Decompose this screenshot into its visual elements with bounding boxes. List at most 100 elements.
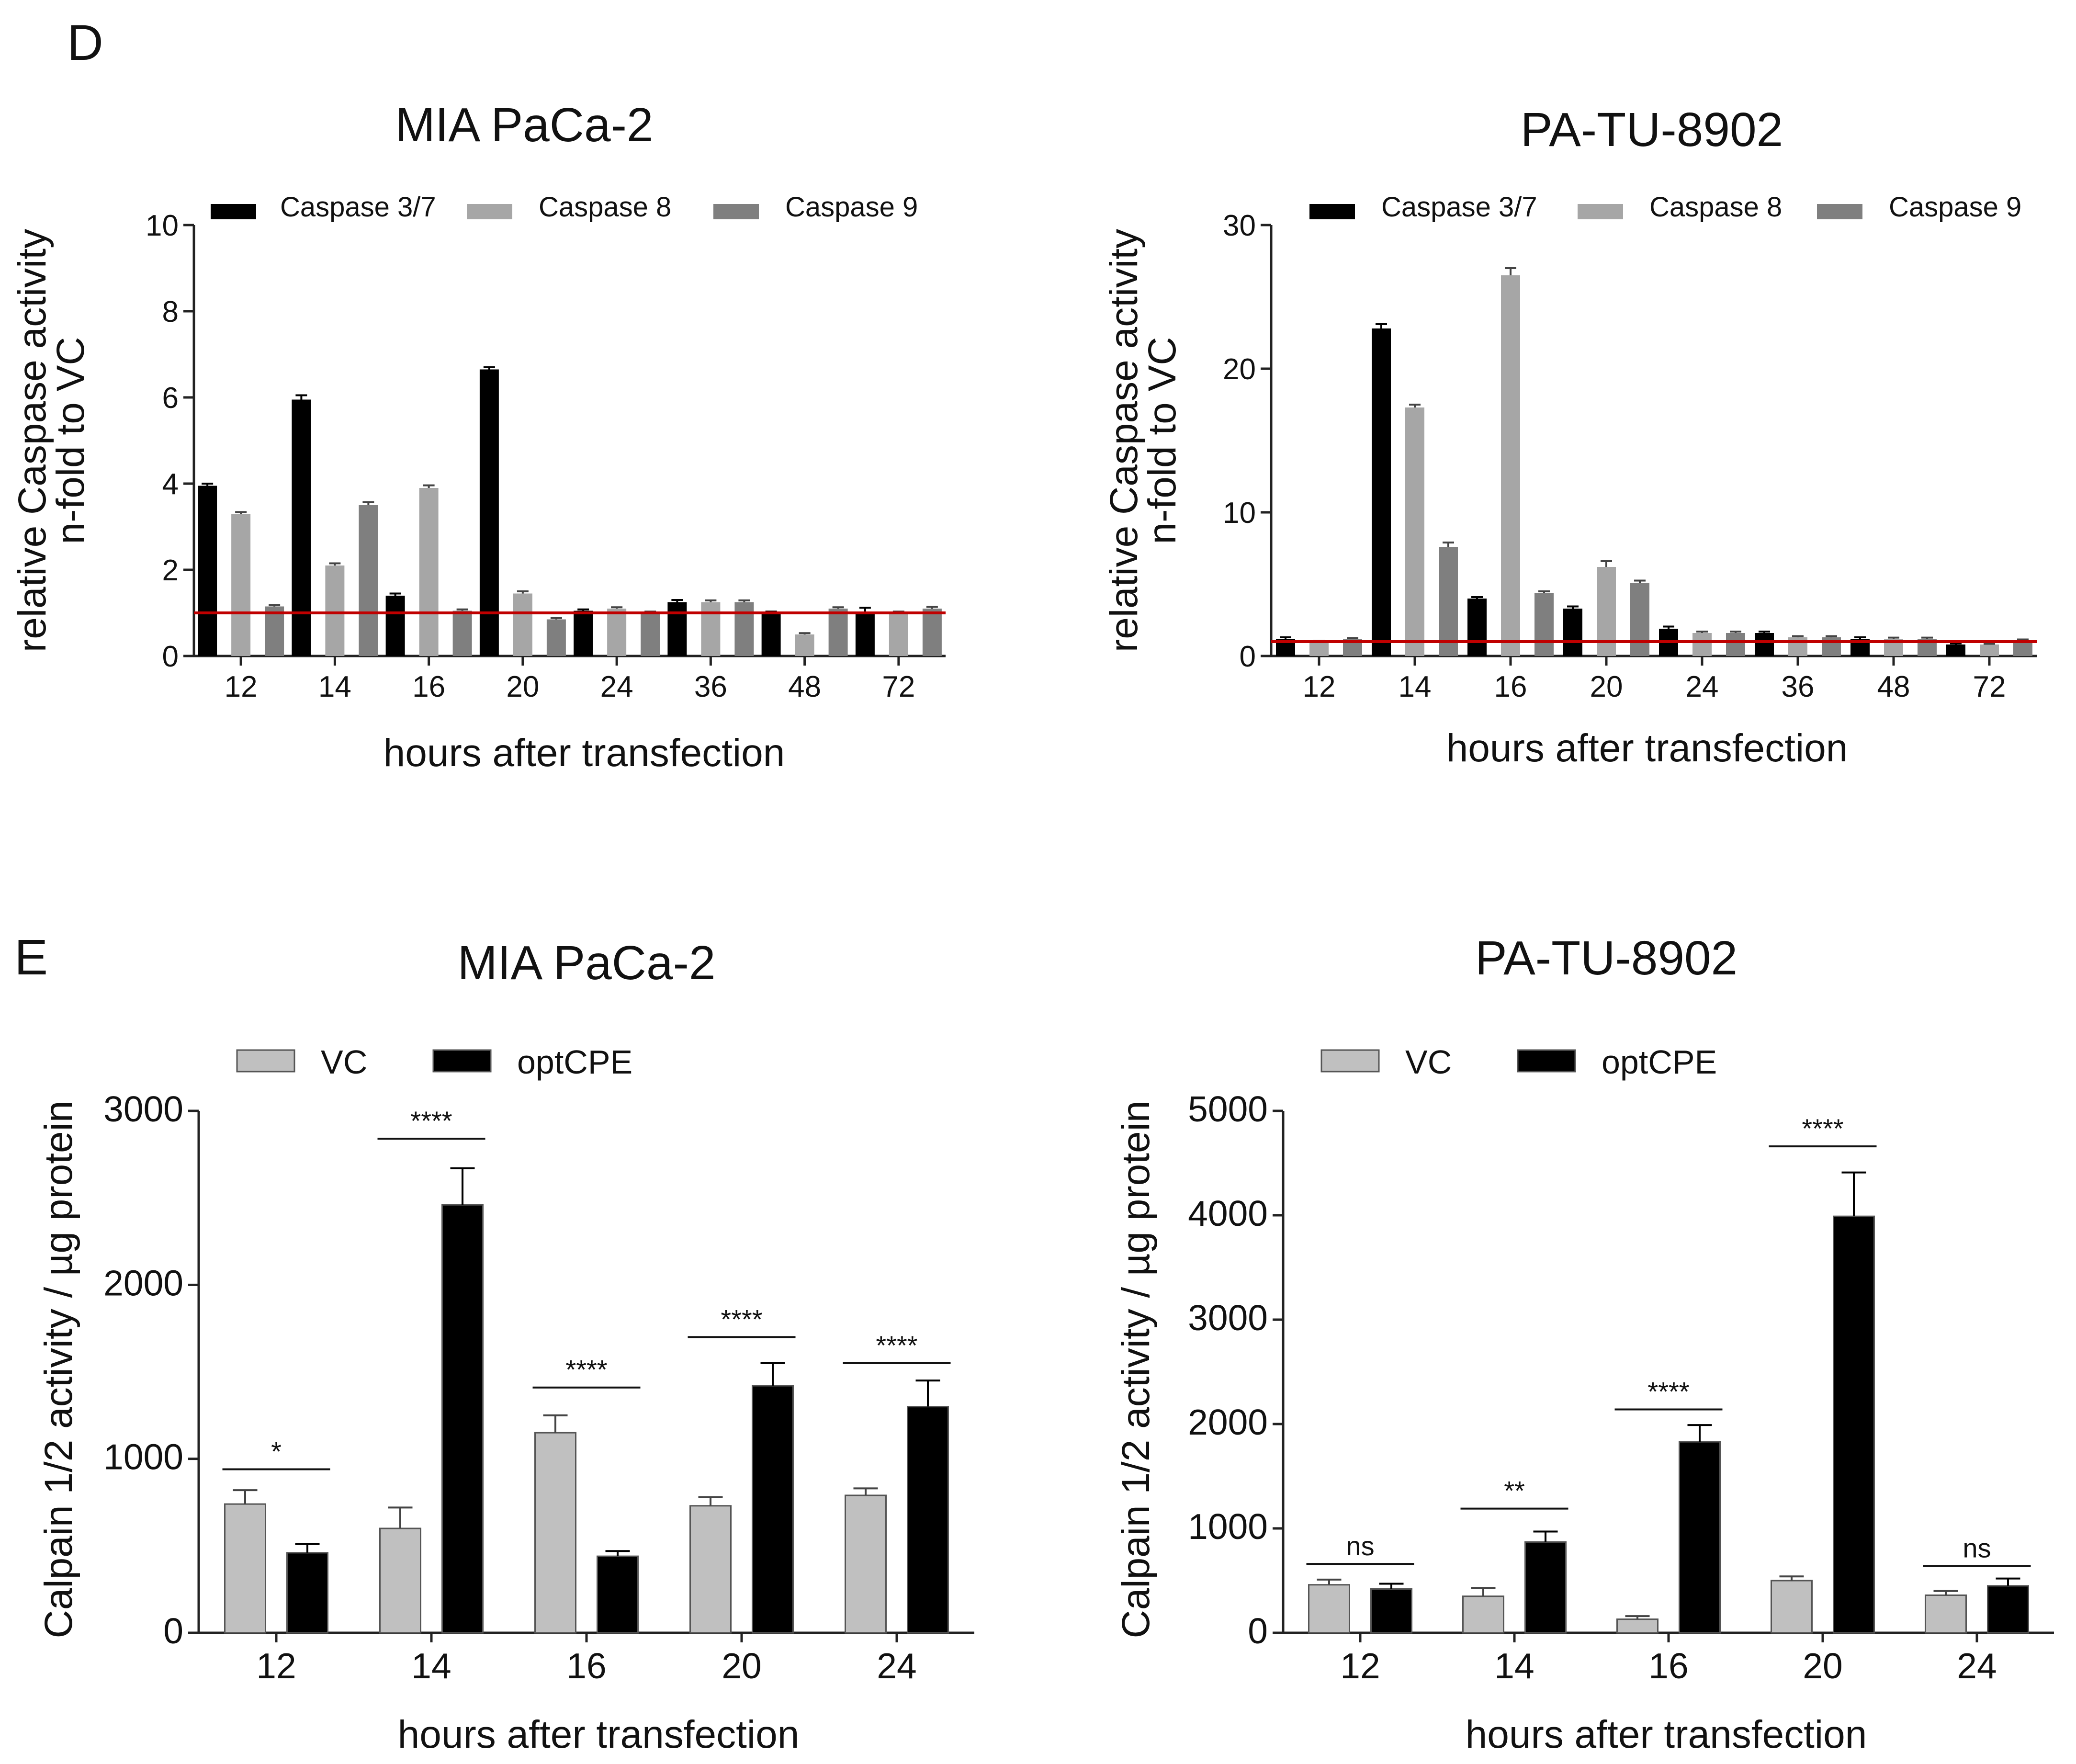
bar <box>1309 642 1329 656</box>
significance-label: **** <box>876 1330 917 1360</box>
x-tick-label: 72 <box>1973 670 2006 703</box>
y-tick-label: 1000 <box>1188 1506 1268 1547</box>
legend-label: VC <box>321 1043 367 1081</box>
bar <box>574 611 593 656</box>
bar <box>1616 1618 1659 1634</box>
bar <box>1833 1215 1875 1634</box>
significance-label: ns <box>1963 1533 1991 1563</box>
bar <box>1726 633 1745 656</box>
legend-swatch <box>432 1049 492 1073</box>
bar <box>1370 1588 1412 1634</box>
bar <box>224 1503 266 1634</box>
x-axis-title: hours after transfection <box>384 731 785 775</box>
y-axis-title: n-fold to VC <box>49 337 92 544</box>
x-tick-label: 14 <box>411 1646 451 1686</box>
significance-label: **** <box>565 1355 607 1385</box>
legend-swatch <box>1817 204 1862 219</box>
bar <box>1755 633 1774 656</box>
significance-label: **** <box>1647 1376 1689 1406</box>
bar <box>1679 1441 1721 1634</box>
bar <box>1692 633 1712 656</box>
bar <box>325 565 345 656</box>
y-tick-label: 0 <box>163 1611 183 1651</box>
bar <box>1405 407 1424 656</box>
legend-label: Caspase 3/7 <box>280 192 436 223</box>
y-tick-label: 2000 <box>103 1263 183 1303</box>
bar <box>1524 1541 1567 1634</box>
x-tick-label: 20 <box>722 1646 761 1686</box>
x-tick-label: 36 <box>1782 670 1815 703</box>
x-axis-title: hours after transfection <box>1446 726 1848 770</box>
legend-label: optCPE <box>517 1043 632 1081</box>
x-tick-label: 72 <box>882 670 915 703</box>
bar <box>1467 599 1487 656</box>
legend-label: Caspase 3/7 <box>1381 192 1537 223</box>
y-tick-label: 2000 <box>1188 1402 1268 1442</box>
chart-title: PA-TU-8902 <box>1521 103 1783 157</box>
bar <box>292 399 311 656</box>
legend-swatch <box>1578 204 1623 219</box>
x-tick-label: 24 <box>600 670 633 703</box>
bar <box>828 609 848 656</box>
y-axis-title: n-fold to VC <box>1140 337 1184 544</box>
legend-label: VC <box>1405 1043 1452 1081</box>
bar <box>419 488 439 656</box>
bar <box>513 593 532 656</box>
x-tick-label: 24 <box>1957 1646 1997 1686</box>
x-axis-title: hours after transfection <box>1466 1713 1867 1756</box>
bar <box>1925 1594 1967 1634</box>
x-tick-label: 16 <box>1648 1646 1688 1686</box>
significance-label: ** <box>1504 1476 1525 1506</box>
significance-label: **** <box>410 1106 452 1136</box>
bar <box>761 613 781 656</box>
y-tick-label: 4 <box>162 468 179 501</box>
bar <box>907 1406 949 1634</box>
bar <box>1501 275 1520 656</box>
bar <box>795 634 814 656</box>
x-tick-label: 12 <box>225 670 258 703</box>
y-axis-title: relative Caspase activity <box>1102 229 1146 652</box>
legend-swatch <box>1309 204 1355 219</box>
legend-swatch <box>713 204 759 219</box>
y-tick-label: 5000 <box>1188 1089 1268 1129</box>
legend-label: Caspase 9 <box>1889 192 2021 223</box>
legend-swatch <box>1320 1049 1380 1073</box>
significance-label: **** <box>721 1304 762 1334</box>
chart-title: MIA PaCa-2 <box>457 936 715 990</box>
x-tick-label: 14 <box>1494 1646 1534 1686</box>
y-tick-label: 30 <box>1223 209 1256 242</box>
y-tick-label: 20 <box>1223 353 1256 386</box>
x-tick-label: 48 <box>788 670 821 703</box>
bar <box>922 609 942 656</box>
bar <box>1563 609 1582 656</box>
bar <box>641 613 660 656</box>
x-tick-label: 24 <box>877 1646 916 1686</box>
bar <box>1788 637 1807 656</box>
bar <box>889 613 908 656</box>
bar <box>1308 1584 1350 1634</box>
x-tick-label: 14 <box>318 670 351 703</box>
chart-e-mia-paca-2: MIA PaCa-2 Calpain 1/2 activity / µg prot… <box>37 936 974 1756</box>
x-tick-label: 20 <box>1803 1646 1842 1686</box>
y-tick-label: 3000 <box>1188 1298 1268 1338</box>
x-tick-label: 16 <box>566 1646 606 1686</box>
bar <box>385 596 405 656</box>
bar <box>546 619 566 656</box>
bar <box>667 602 687 656</box>
chart-title: PA-TU-8902 <box>1475 931 1738 985</box>
x-tick-label: 48 <box>1877 670 1910 703</box>
y-tick-label: 6 <box>162 382 179 415</box>
bar <box>607 609 627 656</box>
bar <box>1372 328 1391 656</box>
legend-label: Caspase 9 <box>785 192 918 223</box>
y-tick-label: 0 <box>1248 1611 1268 1651</box>
legend-label: Caspase 8 <box>539 192 671 223</box>
bar <box>1946 645 1965 656</box>
bar <box>286 1552 328 1634</box>
bar <box>265 606 284 656</box>
panel-letter-e: E <box>14 929 48 985</box>
x-tick-label: 20 <box>1590 670 1623 703</box>
bar <box>1987 1585 2029 1634</box>
significance-label: **** <box>1802 1113 1843 1143</box>
bar <box>1630 583 1649 656</box>
